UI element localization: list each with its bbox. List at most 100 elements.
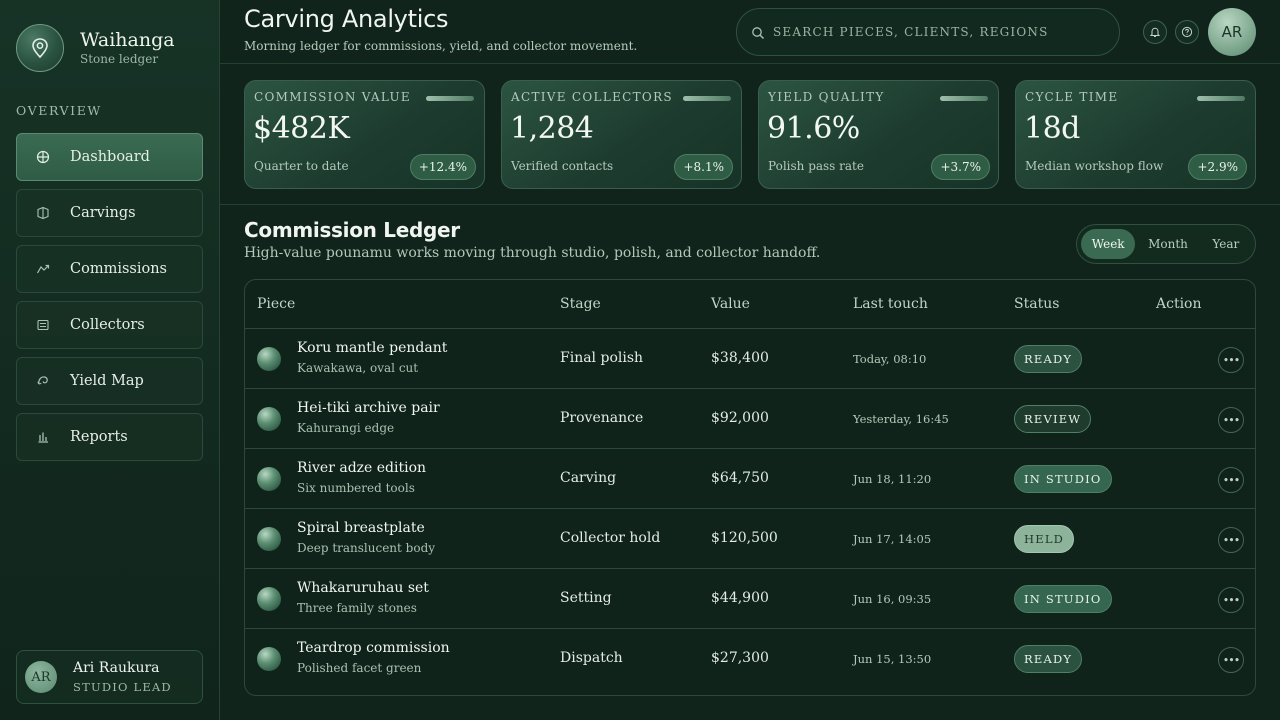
value-cell: $92,000 (711, 410, 769, 426)
column-header-action: Action (1156, 296, 1202, 312)
more-actions-button[interactable]: ••• (1218, 347, 1244, 373)
kpi-sparkbar (940, 96, 988, 101)
period-year-button[interactable]: Year (1212, 237, 1240, 251)
value-cell: $44,900 (711, 590, 769, 606)
column-header-last-touch[interactable]: Last touch (853, 296, 928, 312)
kpi-cards: COMMISSION VALUE $482K Quarter to date +… (244, 80, 1256, 189)
kpi-card-active-collectors[interactable]: ACTIVE COLLECTORS 1,284 Verified contact… (501, 80, 742, 189)
kpi-card-yield-quality[interactable]: YIELD QUALITY 91.6% Polish pass rate +3.… (758, 80, 999, 189)
kpi-value: $482K (253, 111, 350, 146)
period-week-button[interactable]: Week (1081, 229, 1136, 259)
sidebar-item-label: Collectors (70, 317, 145, 333)
sidebar-item-reports[interactable]: Reports (16, 413, 203, 461)
piece-detail: Three family stones (297, 601, 417, 615)
stage-cell: Provenance (560, 410, 644, 426)
notifications-button[interactable] (1143, 20, 1167, 44)
kpi-label: ACTIVE COLLECTORS (511, 90, 673, 104)
table-row[interactable]: River adze edition Six numbered tools Ca… (245, 449, 1255, 509)
more-actions-button[interactable]: ••• (1218, 587, 1244, 613)
table-row[interactable]: Hei-tiki archive pair Kahurangi edge Pro… (245, 389, 1255, 449)
last-touch-cell: Jun 16, 09:35 (853, 592, 932, 606)
kpi-note: Verified contacts (511, 159, 614, 173)
status-badge: REVIEW (1014, 405, 1092, 433)
status-badge: READY (1014, 645, 1083, 673)
brand-name: Waihanga (80, 29, 175, 51)
table-row[interactable]: Koru mantle pendant Kawakawa, oval cut F… (245, 329, 1255, 389)
piece-name: Teardrop commission (297, 640, 450, 656)
kpi-value: 1,284 (510, 111, 594, 146)
kpi-value: 91.6% (767, 111, 860, 146)
sidebar-item-commissions[interactable]: Commissions (16, 245, 203, 293)
sidebar-item-dashboard[interactable]: Dashboard (16, 133, 203, 181)
piece-detail: Polished facet green (297, 661, 422, 675)
period-month-button[interactable]: Month (1148, 237, 1188, 251)
ellipsis-icon: ••• (1222, 653, 1240, 667)
commission-ledger-table: Piece Stage Value Last touch Status Acti… (244, 279, 1256, 696)
kpi-sparkbar (1197, 96, 1245, 101)
last-touch-cell: Jun 15, 13:50 (853, 652, 932, 666)
bell-icon (1149, 23, 1161, 42)
commissions-icon (33, 259, 53, 279)
kpi-note: Median workshop flow (1025, 159, 1164, 173)
pounamu-stone-icon (257, 407, 281, 431)
kpi-card-commission-value[interactable]: COMMISSION VALUE $482K Quarter to date +… (244, 80, 485, 189)
search-icon (751, 25, 765, 39)
search-input[interactable]: SEARCH PIECES, CLIENTS, REGIONS (736, 8, 1120, 56)
value-cell: $38,400 (711, 350, 769, 366)
help-icon (1181, 23, 1193, 42)
pounamu-stone-icon (257, 527, 281, 551)
piece-detail: Kawakawa, oval cut (297, 361, 419, 375)
piece-name: Hei-tiki archive pair (297, 400, 440, 416)
brand[interactable]: Waihanga Stone ledger (16, 24, 175, 72)
kpi-sparkbar (683, 96, 731, 101)
help-button[interactable] (1175, 20, 1199, 44)
column-header-status[interactable]: Status (1014, 296, 1060, 312)
pounamu-stone-icon (257, 587, 281, 611)
sidebar-item-label: Commissions (70, 261, 167, 277)
kpi-note: Polish pass rate (768, 159, 864, 173)
table-row[interactable]: Whakaruruhau set Three family stones Set… (245, 569, 1255, 629)
avatar[interactable]: AR (1208, 8, 1256, 56)
value-cell: $120,500 (711, 530, 778, 546)
last-touch-cell: Jun 17, 14:05 (853, 532, 932, 546)
column-header-value[interactable]: Value (711, 296, 750, 312)
last-touch-cell: Today, 08:10 (853, 352, 927, 366)
more-actions-button[interactable]: ••• (1218, 527, 1244, 553)
ellipsis-icon: ••• (1222, 473, 1240, 487)
kpi-label: COMMISSION VALUE (254, 90, 411, 104)
sidebar-item-label: Yield Map (70, 373, 144, 389)
stage-cell: Dispatch (560, 650, 623, 666)
sidebar-nav: Dashboard Carvings Commissions Collector… (16, 133, 203, 469)
carvings-icon (33, 203, 53, 223)
section-divider (220, 204, 1280, 205)
kpi-delta-badge: +8.1% (674, 154, 733, 180)
stage-cell: Final polish (560, 350, 644, 366)
column-header-stage[interactable]: Stage (560, 296, 601, 312)
status-badge: IN STUDIO (1014, 465, 1112, 493)
pounamu-stone-icon (257, 347, 281, 371)
ellipsis-icon: ••• (1222, 353, 1240, 367)
stage-cell: Collector hold (560, 530, 661, 546)
column-header-piece[interactable]: Piece (257, 296, 296, 312)
more-actions-button[interactable]: ••• (1218, 467, 1244, 493)
table-row[interactable]: Spiral breastplate Deep translucent body… (245, 509, 1255, 569)
sidebar-item-yield-map[interactable]: Yield Map (16, 357, 203, 405)
piece-detail: Kahurangi edge (297, 421, 395, 435)
location-pin-icon (16, 24, 64, 72)
kpi-label: YIELD QUALITY (768, 90, 885, 104)
user-card[interactable]: AR Ari Raukura STUDIO LEAD (16, 650, 203, 704)
kpi-card-cycle-time[interactable]: CYCLE TIME 18d Median workshop flow +2.9… (1015, 80, 1256, 189)
user-avatar: AR (25, 661, 57, 693)
piece-name: Whakaruruhau set (297, 580, 429, 596)
nav-section-label: OVERVIEW (16, 103, 102, 118)
sidebar-item-carvings[interactable]: Carvings (16, 189, 203, 237)
more-actions-button[interactable]: ••• (1218, 647, 1244, 673)
sidebar-item-collectors[interactable]: Collectors (16, 301, 203, 349)
ledger-subtitle: High-value pounamu works moving through … (244, 245, 821, 261)
table-row[interactable]: Teardrop commission Polished facet green… (245, 629, 1255, 689)
more-actions-button[interactable]: ••• (1218, 407, 1244, 433)
kpi-delta-badge: +3.7% (931, 154, 990, 180)
piece-name: Koru mantle pendant (297, 340, 448, 356)
ellipsis-icon: ••• (1222, 593, 1240, 607)
